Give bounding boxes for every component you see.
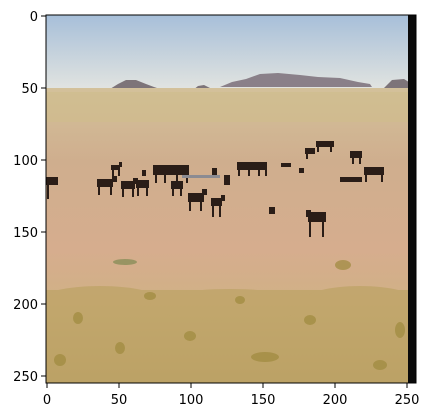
y-axis	[41, 15, 46, 377]
horse	[188, 189, 207, 211]
horse	[364, 167, 384, 182]
horse-herd	[46, 141, 384, 237]
x-tick-label: 250	[395, 393, 420, 408]
right-dark-strip	[408, 15, 416, 383]
horse	[142, 170, 146, 176]
x-tick-labels: 0 50 100 150 200 250	[43, 393, 420, 408]
horse	[171, 181, 183, 196]
horse	[340, 177, 362, 182]
far-grass-band	[46, 92, 416, 122]
y-tick-label: 100	[13, 154, 38, 169]
horse	[305, 148, 315, 159]
x-tick-label: 100	[179, 393, 204, 408]
horse	[237, 162, 267, 176]
horse	[281, 163, 291, 167]
horse	[224, 175, 230, 185]
sky	[46, 15, 416, 90]
distant-mountains	[110, 73, 414, 90]
horse	[269, 207, 275, 214]
horse	[306, 210, 326, 237]
x-axis	[46, 383, 408, 388]
y-tick-label: 150	[13, 226, 38, 241]
horse	[212, 168, 217, 178]
x-tick-label: 0	[43, 393, 51, 408]
horse	[211, 195, 225, 217]
x-tick-label: 200	[323, 393, 348, 408]
foreground-grass	[46, 286, 416, 383]
y-tick-label: 200	[13, 298, 38, 313]
axes-frame	[45, 14, 417, 384]
grass-tufts	[54, 259, 405, 370]
horse	[299, 168, 304, 173]
y-tick-label: 50	[21, 82, 38, 97]
water-trough	[182, 175, 220, 178]
horse	[111, 162, 122, 176]
horse	[97, 176, 117, 195]
horse	[136, 180, 149, 196]
x-tick-label: 50	[111, 393, 128, 408]
horse	[153, 165, 189, 183]
y-tick-label: 0	[30, 10, 38, 25]
horse	[350, 151, 362, 164]
horse	[121, 178, 138, 197]
horse	[46, 177, 58, 199]
y-tick-label: 250	[13, 370, 38, 385]
horse	[316, 141, 334, 152]
y-tick-labels: 0 50 100 150 200 250	[13, 10, 38, 385]
photo	[46, 15, 416, 383]
x-tick-label: 150	[251, 393, 276, 408]
